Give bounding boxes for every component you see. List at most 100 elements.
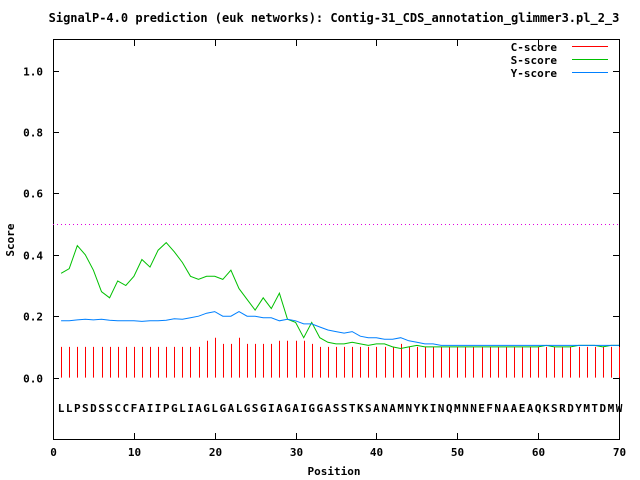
sequence-letter: P (163, 402, 170, 415)
y-score-line (61, 311, 619, 346)
sequence-letter: D (599, 402, 606, 415)
sequence-letter: A (276, 402, 283, 415)
sequence-letter: S (365, 402, 372, 415)
sequence-letter: G (244, 402, 251, 415)
sequence-letter: L (211, 402, 218, 415)
x-tick-label: 60 (532, 446, 545, 459)
sequence-letter: A (527, 402, 534, 415)
sequence-letter: M (583, 402, 590, 415)
sequence-letter: L (58, 402, 65, 415)
sequence-letter: L (236, 402, 243, 415)
sequence-letter: T (591, 402, 598, 415)
legend-label: S-score (511, 54, 558, 67)
sequence-letter: F (486, 402, 493, 415)
y-tick-label: 0.8 (23, 127, 43, 140)
sequence-letter: G (308, 402, 315, 415)
x-tick-label: 70 (613, 446, 626, 459)
sequence-letter: L (66, 402, 73, 415)
sequence-letter: S (551, 402, 558, 415)
sequence-letter: R (559, 402, 566, 415)
sequence-letter: G (171, 402, 178, 415)
sequence-letter: S (82, 402, 89, 415)
sequence-letter: S (252, 402, 259, 415)
sequence-letter: Q (446, 402, 453, 415)
sequence-letter: W (616, 402, 623, 415)
x-axis-ticks: 0 10 20 30 40 50 60 70 (50, 40, 626, 459)
y-tick-label: 0.4 (23, 250, 43, 263)
y-tick-label: 0.0 (23, 373, 43, 386)
x-tick-label: 30 (290, 446, 303, 459)
sequence-letter: I (430, 402, 437, 415)
sequence-letter: C (122, 402, 129, 415)
x-tick-label: 10 (128, 446, 141, 459)
sequence-letter: A (389, 402, 396, 415)
sequence-letter: Q (535, 402, 542, 415)
sequence-letter: A (373, 402, 380, 415)
sequence-letter: N (405, 402, 412, 415)
sequence-letter: A (511, 402, 518, 415)
plot-frame (53, 39, 620, 440)
sequence-letter: I (268, 402, 275, 415)
sequence-letter: K (422, 402, 429, 415)
sequence-letter: P (74, 402, 81, 415)
sequence-letter: G (219, 402, 226, 415)
sequence-letter: L (179, 402, 186, 415)
c-score-impulses (61, 337, 620, 378)
sequence-letter: N (438, 402, 445, 415)
sequence-letter: N (470, 402, 477, 415)
y-tick-label: 0.2 (23, 311, 43, 324)
sequence-letter: S (106, 402, 113, 415)
sequence-letter: G (316, 402, 323, 415)
sequence-letter: A (292, 402, 299, 415)
sequence-letter: G (260, 402, 267, 415)
sequence-letter: G (284, 402, 291, 415)
sequence-letter: C (114, 402, 121, 415)
sequence-letter: K (543, 402, 550, 415)
legend-label: C-score (511, 41, 558, 54)
sequence-letter: D (567, 402, 574, 415)
sequence-letter: A (228, 402, 235, 415)
x-axis-label: Position (308, 465, 361, 478)
sequence-letter: E (519, 402, 526, 415)
y-tick-label: 0.6 (23, 188, 43, 201)
sequence-letter: I (187, 402, 194, 415)
sequence-letter: S (341, 402, 348, 415)
x-tick-label: 20 (209, 446, 222, 459)
y-axis-ticks: 0.0 0.2 0.4 0.6 0.8 1.0 (23, 66, 619, 386)
sequence-letter: Y (414, 402, 421, 415)
sequence-letter: D (90, 402, 97, 415)
sequence-letter: I (300, 402, 307, 415)
sequence-letter: S (98, 402, 105, 415)
sequence-letter: N (381, 402, 388, 415)
sequence-letter: M (608, 402, 615, 415)
sequence-letter: I (155, 402, 162, 415)
sequence-letter: Y (575, 402, 582, 415)
x-tick-label: 50 (451, 446, 464, 459)
sequence-letter: I (147, 402, 154, 415)
sequence-letter: K (357, 402, 364, 415)
s-score-line (60, 241, 619, 350)
x-tick-label: 0 (50, 446, 57, 459)
sequence-letter: M (454, 402, 461, 415)
sequence-letter: G (203, 402, 210, 415)
sequence-letter: A (502, 402, 509, 415)
y-tick-label: 1.0 (23, 66, 43, 79)
legend-label: Y-score (511, 67, 558, 80)
sequence-letter: A (325, 402, 332, 415)
sequence-letter: M (397, 402, 404, 415)
sequence-letter: T (349, 402, 356, 415)
sequence-letter: E (478, 402, 485, 415)
sequence-letter: A (139, 402, 146, 415)
sequence-letter: N (462, 402, 469, 415)
sequence-letter: S (333, 402, 340, 415)
sequence-letter: A (195, 402, 202, 415)
y-axis-label: Score (4, 223, 17, 256)
sequence-letter: F (131, 402, 138, 415)
chart-title: SignalP-4.0 prediction (euk networks): C… (49, 11, 620, 26)
sequence-letter: N (494, 402, 501, 415)
x-tick-label: 40 (370, 446, 383, 459)
